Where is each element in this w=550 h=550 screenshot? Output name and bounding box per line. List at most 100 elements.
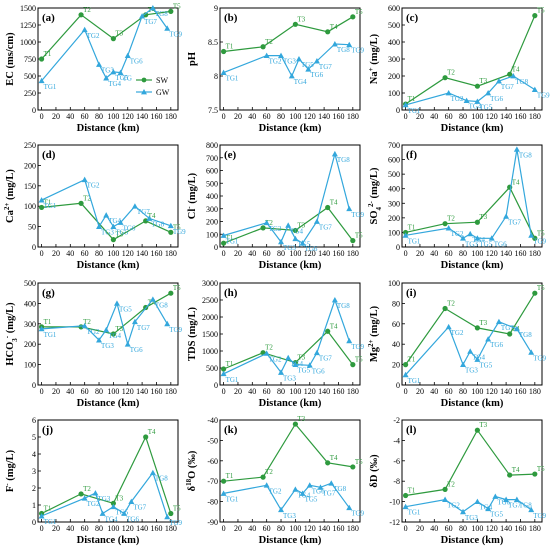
data-point-gw (285, 222, 292, 228)
data-point-sw (350, 464, 356, 470)
data-point-gw (149, 296, 156, 302)
x-tick-label: 160 (150, 112, 162, 121)
x-tick-label: 140 (136, 524, 148, 533)
y-tick-label: 0 (396, 243, 400, 252)
series-line-sw (405, 186, 536, 239)
point-label: TG (123, 75, 132, 83)
y-axis-label: Cl- (mg/L) (185, 172, 198, 219)
data-point-sw (220, 478, 227, 484)
point-label: T5 (355, 8, 363, 16)
plot-frame (219, 7, 361, 111)
x-tick-label: 0 (404, 387, 408, 396)
data-point-gw (263, 219, 270, 226)
y-tick-label: 2 (32, 484, 36, 493)
data-point-gw (99, 510, 106, 516)
point-label: T4 (148, 298, 156, 306)
point-label: TG9 (537, 92, 550, 100)
y-tick-label: -10 (389, 498, 400, 507)
data-point-gw (513, 496, 520, 502)
x-tick-label: 160 (514, 249, 526, 258)
data-point-sw (220, 48, 227, 55)
x-tick-label: 120 (122, 387, 134, 396)
data-point-gw (263, 482, 270, 488)
panel-label: (d) (42, 149, 56, 161)
point-label: TG2 (451, 329, 464, 337)
x-axis-label: Distance (km) (259, 260, 322, 271)
data-point-sw (110, 36, 116, 42)
y-tick-label: 2500 (202, 296, 218, 305)
y-tick-label: 200 (388, 72, 400, 81)
panel-f: 0 20 40 60 80 100 120 140 160 1800100200300400500… (367, 141, 547, 271)
point-label: T3 (115, 30, 123, 38)
data-point-sw (168, 290, 174, 296)
x-tick-label: 80 (277, 249, 285, 258)
point-label: T2 (83, 318, 91, 326)
data-point-gw (402, 371, 409, 378)
data-point-gw (81, 26, 88, 33)
data-point-gw (220, 490, 227, 496)
data-point-sw (474, 325, 480, 331)
data-point-sw (260, 474, 266, 480)
x-tick-label: 40 (248, 112, 256, 121)
point-label: TG5 (115, 229, 128, 237)
panel-label: (h) (224, 287, 238, 299)
x-axis-label: Distance (km) (77, 398, 140, 409)
x-tick-label: 20 (52, 387, 60, 396)
data-point-sw (78, 12, 84, 18)
x-tick-label: 120 (122, 524, 134, 533)
point-label: T2 (447, 300, 455, 308)
x-tick-label: 160 (150, 249, 162, 258)
point-label: TG7 (144, 18, 157, 26)
point-label: TG7 (508, 502, 521, 510)
plot-frame (401, 7, 543, 111)
x-tick-label: 100 (107, 524, 119, 533)
data-point-gw (485, 505, 492, 512)
x-tick-label: 180 (165, 249, 177, 258)
plot-frame (219, 282, 361, 386)
data-point-gw (278, 238, 285, 245)
y-tick-label: 700 (206, 154, 218, 163)
y-tick-label: 1000 (202, 347, 218, 356)
point-label: T3 (297, 354, 305, 362)
y-axis-label-part: 3 (11, 338, 19, 342)
y-tick-label: 250 (24, 141, 36, 150)
x-tick-label: 180 (529, 387, 541, 396)
data-point-gw (503, 496, 510, 502)
data-point-sw (474, 83, 480, 89)
data-point-gw (313, 349, 320, 356)
x-tick-label: 80 (277, 112, 285, 121)
point-label: T5 (355, 458, 363, 466)
x-tick-label: 100 (289, 249, 301, 258)
panel-label: (e) (224, 149, 237, 161)
panel-label: (f) (406, 149, 417, 161)
y-axis-label: δD (‰) (369, 454, 380, 488)
x-tick-label: 100 (289, 524, 301, 533)
data-point-sw (532, 13, 538, 19)
y-tick-label: 3000 (202, 279, 218, 288)
x-axis-label: Distance (km) (259, 398, 322, 409)
point-label: T3 (479, 77, 487, 85)
point-label: TG4 (469, 103, 482, 111)
point-label: TG3 (97, 495, 110, 503)
data-point-gw (402, 503, 409, 510)
x-tick-label: 60 (263, 249, 271, 258)
data-point-gw (263, 350, 270, 356)
x-tick-label: 80 (459, 249, 467, 258)
series-line-sw (223, 330, 354, 370)
point-label: TG2 (451, 230, 464, 238)
data-point-sw (532, 471, 538, 477)
x-tick-label: 100 (289, 112, 301, 121)
y-tick-label: 600 (388, 4, 400, 13)
x-tick-label: 140 (318, 387, 330, 396)
x-tick-label: 40 (66, 249, 74, 258)
y-axis-label-part: TDS (mg/L) (187, 307, 198, 361)
point-label: TG8 (155, 475, 168, 483)
x-tick-label: 40 (66, 387, 74, 396)
y-axis-label-part: (mg/L) (5, 169, 16, 203)
data-point-sw (442, 305, 448, 312)
legend-marker-gw (141, 89, 147, 95)
y-tick-label: 500 (388, 170, 400, 179)
data-point-gw (131, 203, 138, 209)
y-tick-label: 8 (214, 72, 218, 81)
